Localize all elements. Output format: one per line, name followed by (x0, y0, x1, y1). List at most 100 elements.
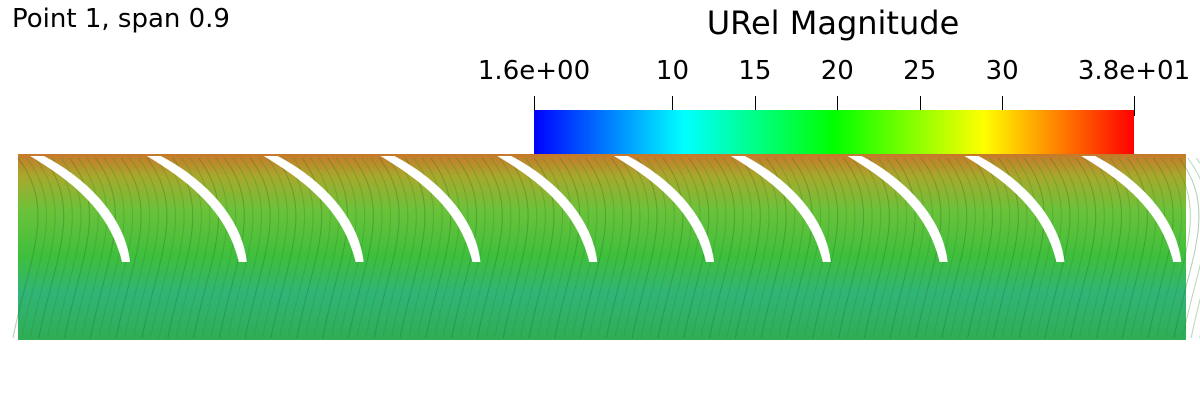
streamline (1087, 157, 1114, 339)
streamline (820, 157, 847, 339)
streamline (29, 157, 56, 339)
blade-profile (847, 156, 948, 262)
blade-profile (263, 156, 364, 262)
streamline (545, 157, 572, 339)
streamline (838, 157, 864, 339)
streamline (1190, 157, 1200, 339)
colorbar-title: URel Magnitude (706, 4, 960, 42)
streamline (64, 157, 90, 339)
streamline (726, 157, 753, 339)
streamline (253, 157, 280, 339)
streamline (356, 157, 383, 339)
streamline (881, 157, 907, 339)
streamline (709, 157, 735, 339)
streamline (304, 157, 331, 339)
streamline (373, 157, 400, 339)
streamline (760, 157, 787, 339)
streamline (416, 157, 443, 339)
colorbar-tick-mark (1134, 96, 1135, 116)
streamline (347, 157, 374, 339)
streamline (571, 157, 598, 339)
streamline (313, 157, 340, 339)
case-title: Point 1, span 0.9 (12, 4, 230, 34)
colorbar-tick-mark (534, 96, 535, 116)
colorbar-tick-mark (837, 96, 838, 116)
streamline (967, 157, 993, 339)
streamline (958, 157, 985, 339)
streamline (261, 157, 288, 339)
blade-profile (30, 156, 130, 262)
streamline (812, 157, 839, 339)
streamline (1078, 157, 1105, 339)
colorbar-tick-mark (920, 96, 921, 116)
streamline (12, 157, 39, 339)
streamline (855, 157, 882, 339)
streamline (614, 157, 641, 339)
streamline (218, 157, 245, 339)
streamline (829, 157, 856, 339)
streamline (657, 157, 684, 339)
streamline (1139, 157, 1165, 339)
blade-profile (146, 156, 247, 262)
streamline (115, 157, 142, 339)
streamline (906, 157, 933, 339)
streamline (365, 157, 391, 339)
streamline (425, 157, 452, 339)
streamline (803, 157, 830, 339)
streamline (433, 157, 460, 339)
blade-profile (1081, 156, 1182, 262)
streamline (580, 157, 606, 339)
streamline (691, 157, 718, 339)
colorbar-tick-label: 25 (903, 56, 937, 86)
streamline (1010, 157, 1036, 339)
streamline (81, 157, 108, 339)
blade-profile (730, 156, 831, 262)
streamline (889, 157, 916, 339)
streamline (1164, 157, 1191, 339)
streamline (390, 157, 417, 339)
streamline (597, 157, 624, 339)
streamline (1173, 157, 1200, 339)
streamline (605, 157, 632, 339)
streamline (485, 157, 512, 339)
streamline (158, 157, 185, 339)
streamline (975, 157, 1002, 339)
streamline (1121, 157, 1148, 339)
streamline (132, 157, 159, 339)
streamline (1113, 157, 1140, 339)
streamline (339, 157, 366, 339)
streamline (193, 157, 219, 339)
streamline (107, 157, 133, 339)
streamline (227, 157, 254, 339)
streamline (1001, 157, 1028, 339)
streamline (666, 157, 692, 339)
colorbar-tick-label: 30 (985, 56, 1019, 86)
blade-profile (964, 156, 1065, 262)
streamline (270, 157, 297, 339)
streamline (494, 157, 520, 339)
streamline (476, 157, 503, 339)
streamline (846, 157, 873, 339)
blade-profile (380, 156, 481, 262)
streamline (949, 157, 976, 339)
streamline (941, 157, 968, 339)
streamline (296, 157, 323, 339)
colorbar-tick-label: 10 (655, 56, 689, 86)
streamline (648, 157, 675, 339)
colorbar-tick-label: 15 (738, 56, 772, 86)
streamline (554, 157, 581, 339)
colorbar-tick-label: 20 (820, 56, 854, 86)
colorbar-tick-label: 1.6e+00 (477, 56, 591, 86)
streamline (141, 157, 168, 339)
streamline (21, 157, 47, 339)
streamline (201, 157, 228, 339)
streamline (382, 157, 409, 339)
colorbar-tick-label: 3.8e+01 (1077, 56, 1191, 86)
streamline (1035, 157, 1062, 339)
streamline-field (12, 154, 1200, 340)
streamline (1044, 157, 1071, 339)
streamline (72, 157, 99, 339)
streamline (1156, 157, 1183, 339)
streamline (700, 157, 727, 339)
streamline (537, 157, 563, 339)
